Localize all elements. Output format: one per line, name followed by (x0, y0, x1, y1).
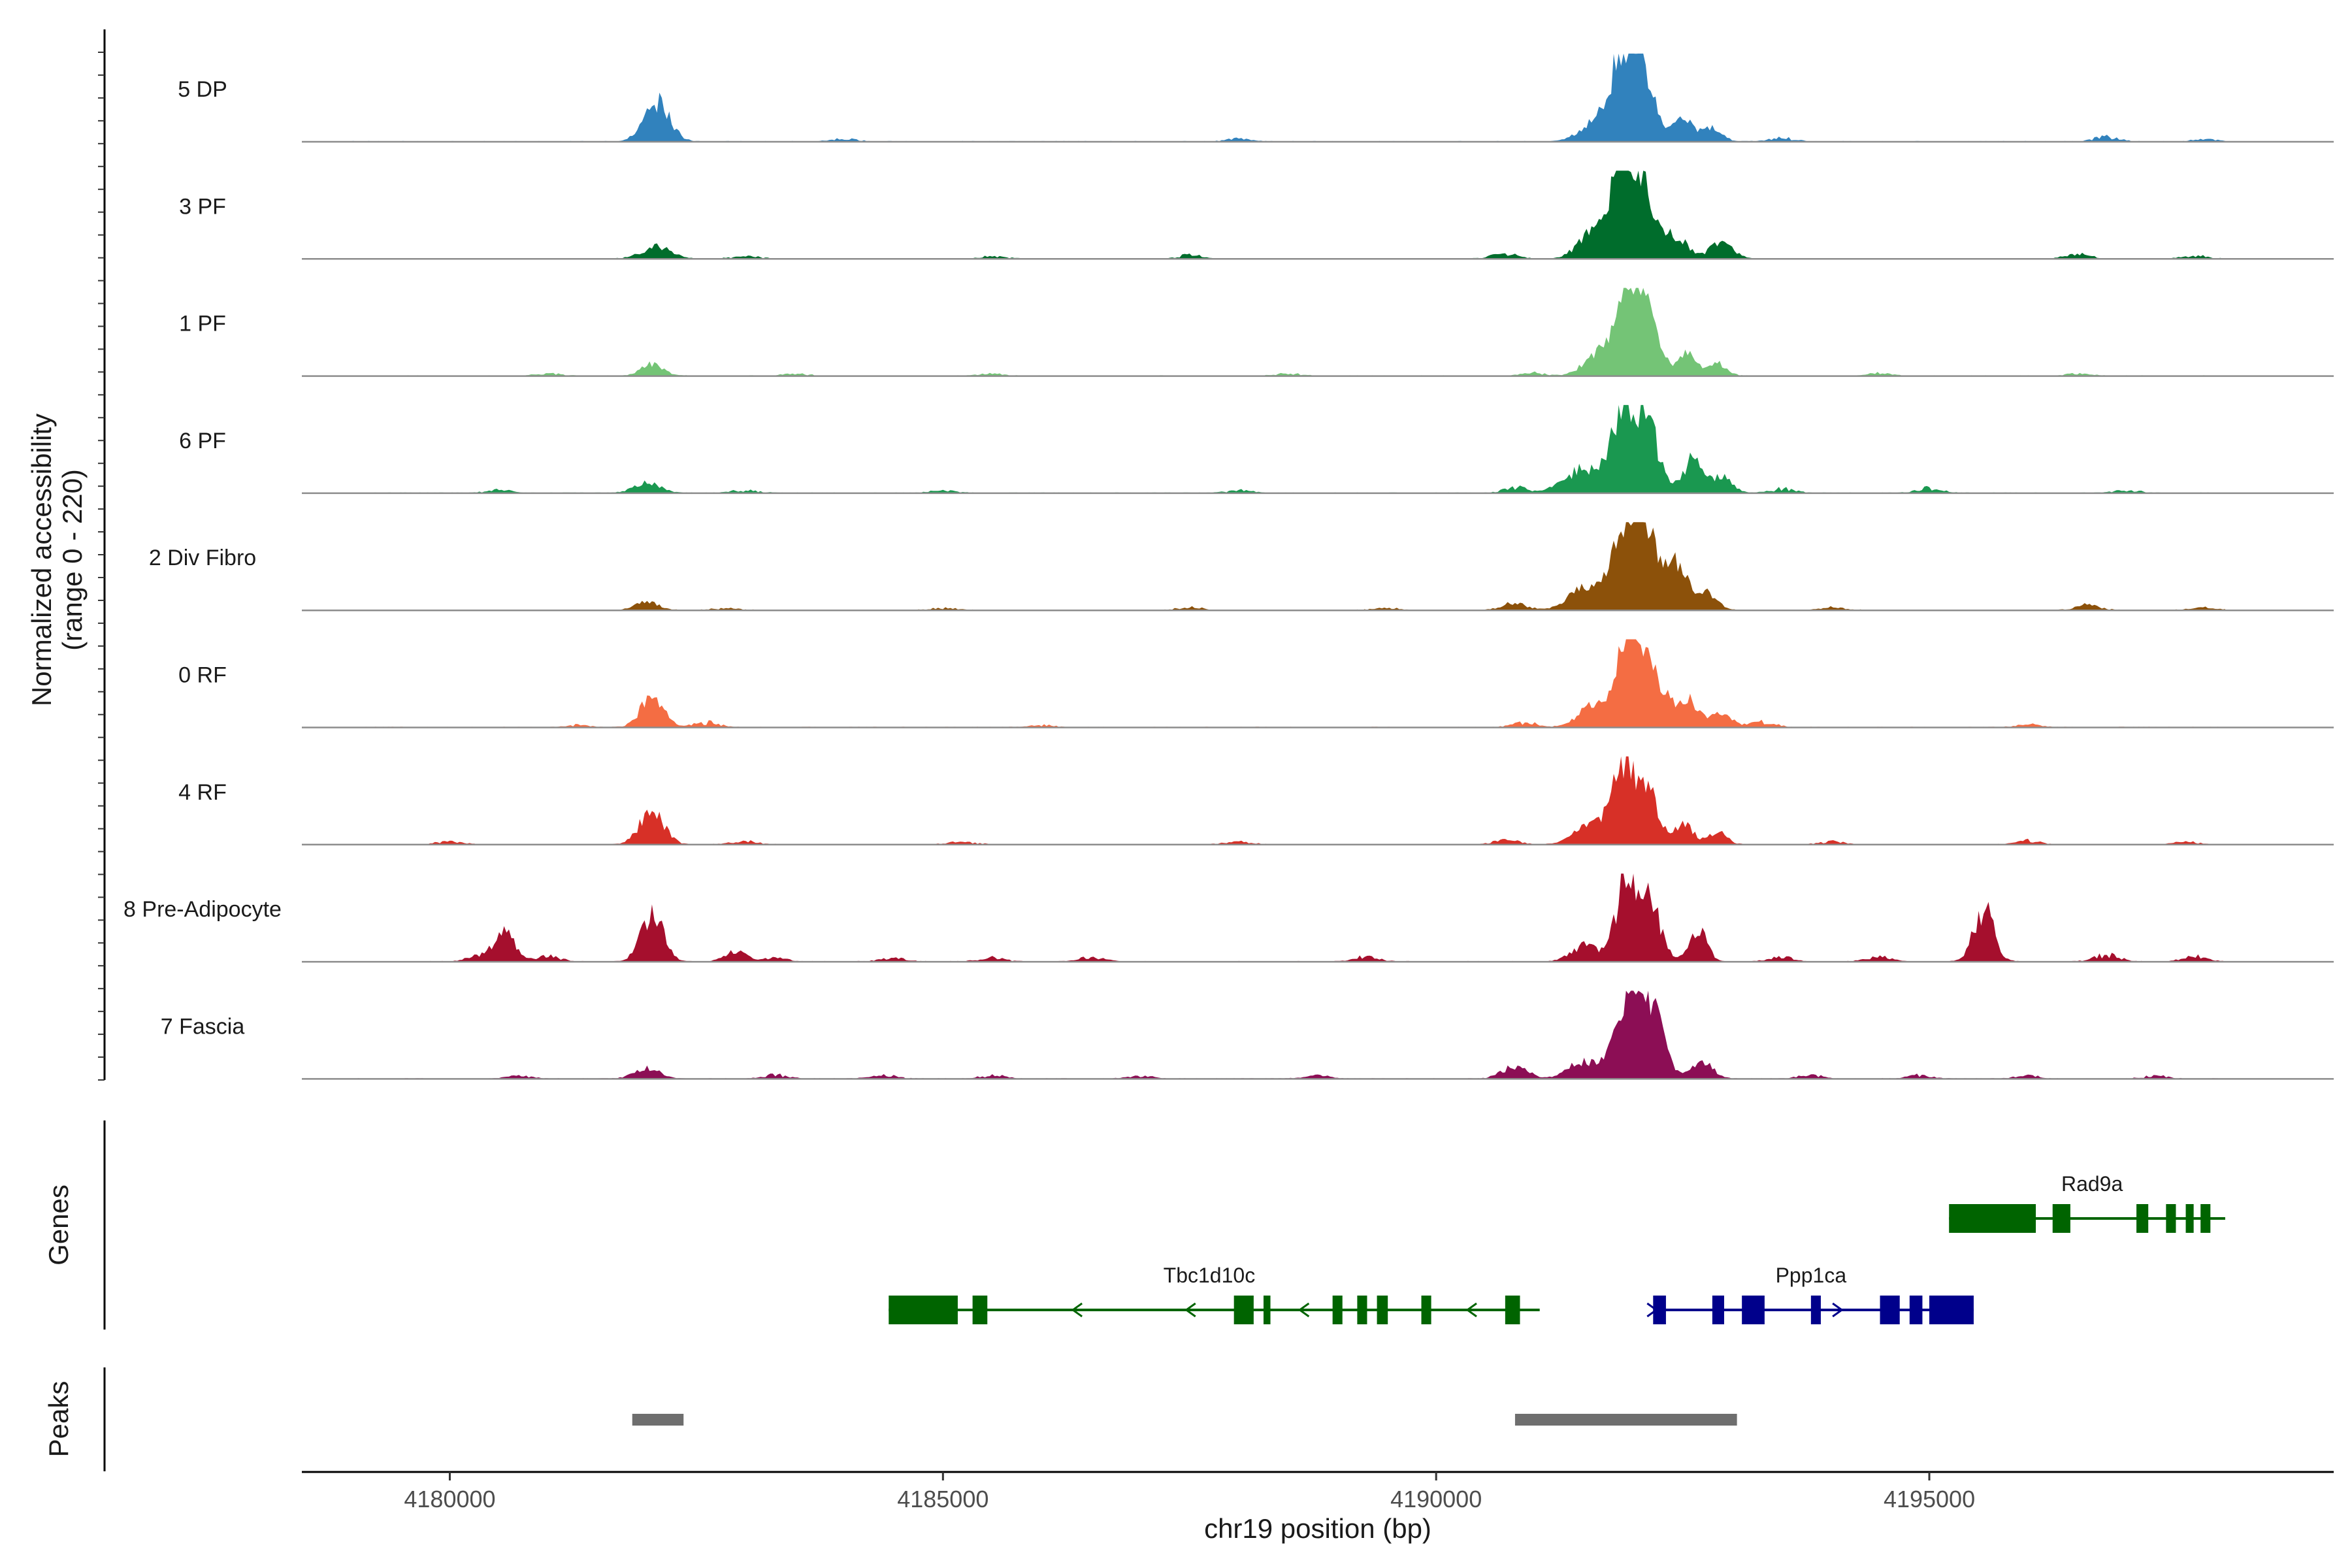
track-6: 0 RF (178, 639, 2334, 728)
y-axis-title: Normalized accessibility (26, 414, 57, 706)
track-area (351, 54, 2225, 142)
gene-exon (1377, 1296, 1388, 1324)
gene-label: Tbc1d10c (1164, 1264, 1256, 1287)
x-tick-label: 4185000 (897, 1486, 988, 1512)
y-axis-range-label: (range 0 - 220) (57, 469, 88, 651)
x-tick-label: 4190000 (1390, 1486, 1482, 1512)
gene-exon (2185, 1204, 2194, 1233)
peaks-track-title: Peaks (43, 1381, 74, 1458)
gene-exon (889, 1296, 958, 1324)
strand-arrow-icon (1298, 1302, 1310, 1318)
strand-arrow-icon (1646, 1302, 1658, 1318)
track-area (351, 171, 2225, 259)
track-7: 4 RF (178, 756, 2334, 846)
gene-exon (2166, 1204, 2176, 1233)
coverage-tracks: 5 DP 3 PF 1 PF 6 PF 2 Div Fibro 0 RF 4 RF 8 Pre… (123, 54, 2334, 1080)
gene-exon (2200, 1204, 2211, 1233)
peaks-track (103, 1367, 1737, 1471)
gene-label: Ppp1ca (1776, 1264, 1847, 1287)
gene-exon (2052, 1204, 2070, 1233)
track-label: 0 RF (178, 663, 227, 688)
peak-region (1514, 1414, 1737, 1426)
gene-exon (1810, 1296, 1821, 1324)
gene-exon (1233, 1296, 1254, 1324)
track-area (351, 756, 2225, 845)
x-tick-label: 4195000 (1884, 1486, 1975, 1512)
track-2: 3 PF (179, 171, 2334, 260)
gene-exon (1332, 1296, 1343, 1324)
track-area (351, 874, 2225, 962)
track-4: 6 PF (179, 404, 2334, 495)
gene-exon (1909, 1296, 1923, 1324)
x-tick-label: 4180000 (404, 1486, 495, 1512)
track-label: 2 Div Fibro (149, 546, 256, 570)
track-label: 8 Pre-Adipocyte (123, 897, 282, 922)
track-area (351, 639, 2225, 728)
x-axis-title: chr19 position (bp) (1204, 1513, 1431, 1544)
gene-ppp1ca: Ppp1ca (1646, 1264, 1974, 1324)
track-label: 6 PF (179, 429, 226, 453)
track-1: 5 DP (178, 54, 2334, 143)
track-label: 4 RF (178, 780, 227, 805)
track-area (351, 404, 2225, 493)
track-label: 5 DP (178, 77, 227, 102)
gene-rad9a: Rad9a (1949, 1172, 2225, 1233)
track-label: 3 PF (179, 194, 226, 219)
gene-exon (1421, 1296, 1431, 1324)
track-label: 1 PF (179, 312, 226, 336)
gene-exon (1880, 1296, 1900, 1324)
gene-exon (1742, 1296, 1765, 1324)
gene-exon (1263, 1296, 1271, 1324)
strand-arrow-icon (1832, 1302, 1844, 1318)
track-5: 2 Div Fibro (149, 522, 2334, 612)
track-area (351, 990, 2225, 1079)
genomic-x-axis: 4180000 4185000 4190000 4195000 (302, 1471, 2334, 1512)
track-3: 1 PF (179, 287, 2334, 377)
gene-exon (972, 1296, 988, 1324)
track-area (351, 522, 2225, 611)
gene-exon (1653, 1296, 1666, 1324)
genes-track-title: Genes (43, 1184, 74, 1266)
track-area (351, 287, 2225, 376)
track-8: 8 Pre-Adipocyte (123, 874, 2334, 963)
gene-exon (1505, 1296, 1520, 1324)
strand-arrow-icon (1184, 1302, 1196, 1318)
peak-region (632, 1414, 684, 1426)
gene-exon (1357, 1296, 1367, 1324)
gene-exon (1929, 1296, 1974, 1324)
strand-arrow-icon (1071, 1302, 1083, 1318)
track-9: 7 Fascia (161, 990, 2334, 1080)
strand-arrow-icon (1465, 1302, 1477, 1318)
gene-exon (2136, 1204, 2149, 1233)
gene-exon (1949, 1204, 2036, 1233)
accessibility-y-axis (98, 29, 106, 1081)
gene-annotation-track: Rad9a Tbc1d10c Ppp1ca (103, 1120, 2225, 1330)
track-label: 7 Fascia (161, 1014, 245, 1039)
gene-label: Rad9a (2061, 1172, 2123, 1196)
gene-exon (1712, 1296, 1724, 1324)
gene-tbc1d10c: Tbc1d10c (889, 1264, 1540, 1324)
